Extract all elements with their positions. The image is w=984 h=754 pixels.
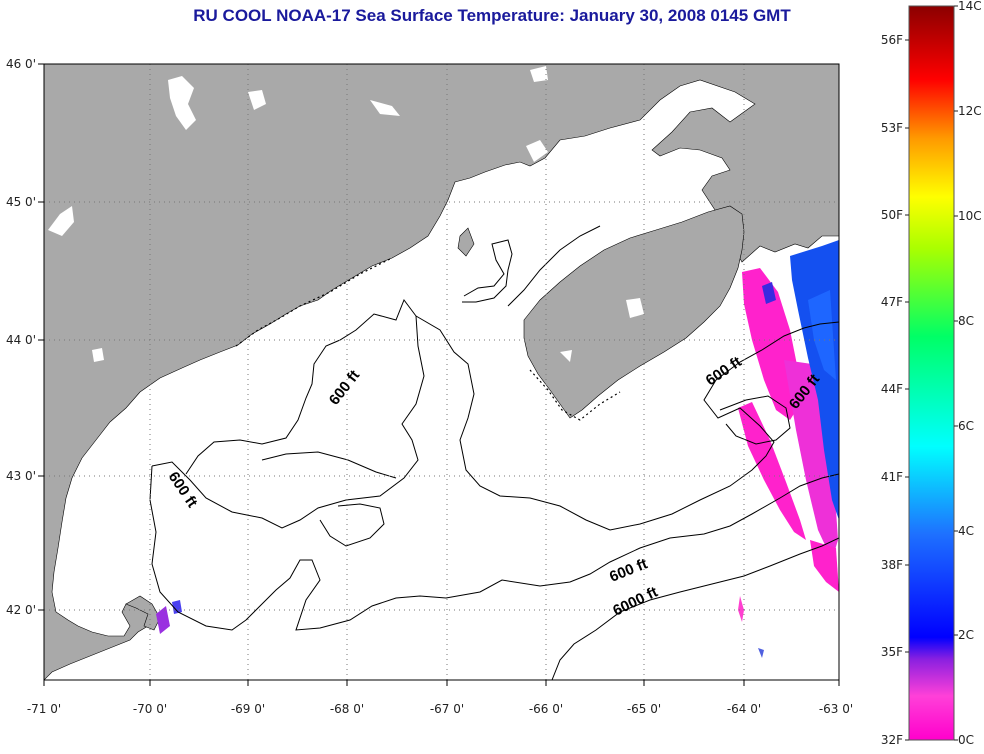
colorbar-celsius-label: 2C — [958, 628, 974, 642]
colorbar-celsius-label: 10C — [958, 209, 982, 223]
lon-tick-label: -71 0' — [27, 702, 61, 716]
land-island — [457, 227, 475, 257]
lat-tick-label: 42 0' — [6, 603, 36, 617]
lake — [560, 350, 572, 362]
colorbar-celsius-label: 6C — [958, 419, 974, 433]
lon-tick-label: -64 0' — [727, 702, 761, 716]
lon-tick-label: -66 0' — [529, 702, 563, 716]
colorbar-celsius-label: 12C — [958, 104, 982, 118]
bathymetry-contours — [149, 225, 839, 680]
lat-tick-label: 46 0' — [6, 57, 36, 71]
lake — [370, 100, 400, 116]
lon-tick-label: -63 0' — [819, 702, 853, 716]
colorbar-fahrenheit-label: 38F — [881, 558, 903, 572]
sst-colorbar: 14C 12C 10C 8C 6C 4C 2C 0C 56F 53F 50F 4… — [881, 0, 982, 747]
map-frame — [43, 63, 840, 681]
lake — [168, 76, 196, 130]
frame-ticks — [38, 63, 840, 686]
colorbar-fahrenheit-label: 32F — [881, 733, 903, 747]
lake — [92, 348, 104, 362]
colorbar-fahrenheit-label: 35F — [881, 645, 903, 659]
lake — [48, 206, 74, 236]
coastal-islands — [529, 369, 621, 421]
colorbar-fahrenheit-label: 44F — [881, 382, 903, 396]
lat-tick-label: 43 0' — [6, 469, 36, 483]
colorbar-gradient — [908, 5, 955, 741]
colorbar-fahrenheit-label: 47F — [881, 295, 903, 309]
colorbar-fahrenheit-label: 56F — [881, 33, 903, 47]
lon-tick-label: -69 0' — [231, 702, 265, 716]
lake — [526, 140, 548, 162]
lake — [530, 66, 548, 82]
colorbar-celsius-label: 4C — [958, 524, 974, 538]
lat-tick-label: 45 0' — [6, 195, 36, 209]
map-title: RU COOL NOAA-17 Sea Surface Temperature:… — [193, 6, 791, 25]
colorbar-celsius-label: 8C — [958, 314, 974, 328]
colorbar-fahrenheit-label: 50F — [881, 208, 903, 222]
coastal-islands — [235, 257, 393, 347]
lon-tick-label: -68 0' — [330, 702, 364, 716]
lon-tick-label: -70 0' — [133, 702, 167, 716]
land-mainland — [44, 64, 839, 680]
colorbar-celsius-label: 14C — [958, 0, 982, 13]
colorbar-celsius-label: 0C — [958, 733, 974, 747]
lake — [248, 90, 266, 110]
colorbar-fahrenheit-label: 53F — [881, 121, 903, 135]
lat-tick-label: 44 0' — [6, 333, 36, 347]
lake — [626, 298, 644, 318]
lon-tick-label: -65 0' — [627, 702, 661, 716]
colorbar-fahrenheit-label: 41F — [881, 470, 903, 484]
lon-tick-label: -67 0' — [430, 702, 464, 716]
